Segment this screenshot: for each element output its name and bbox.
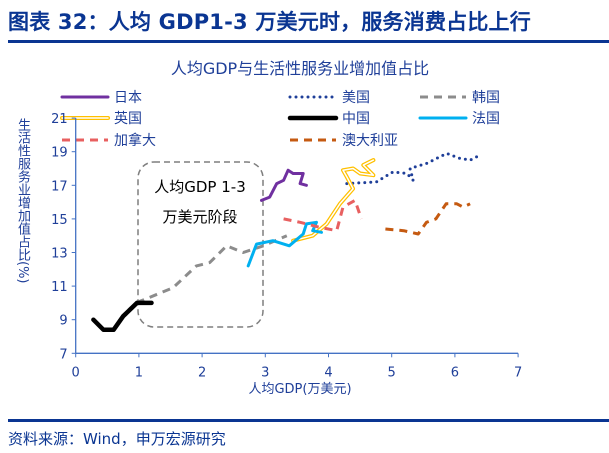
series-5 — [246, 220, 323, 268]
legend-label: 中国 — [342, 111, 370, 127]
series-1 — [345, 151, 482, 186]
x-tick-label: 7 — [514, 365, 522, 380]
footer-rule — [8, 419, 609, 422]
y-axis-label: 生活性服务业增加值占比(%) — [15, 118, 30, 284]
source-note: 资料来源：Wind，申万宏源研究 — [8, 430, 226, 448]
legend-item: 日本 — [60, 90, 142, 106]
legend-item: 美国 — [288, 90, 370, 106]
x-tick-label: 0 — [72, 365, 80, 380]
x-tick-label: 4 — [324, 365, 332, 380]
legend-item: 中国 — [287, 111, 370, 127]
series-6 — [283, 198, 363, 233]
y-tick-label: 21 — [51, 112, 68, 127]
x-tick-label: 3 — [261, 365, 269, 380]
legend-label: 美国 — [342, 90, 370, 106]
y-tick-label: 7 — [59, 347, 67, 362]
legend-label: 韩国 — [472, 90, 500, 106]
series-line — [125, 234, 288, 315]
series-3 — [291, 158, 376, 243]
series-4 — [91, 300, 154, 333]
legend-label: 英国 — [114, 110, 142, 127]
y-tick-label: 13 — [51, 247, 68, 262]
y-tick-label: 9 — [59, 314, 67, 329]
legend-label: 加拿大 — [114, 132, 156, 149]
annotation-box: 人均GDP 1-3 万美元阶段 — [137, 161, 264, 328]
series-line — [283, 198, 363, 233]
chart-title: 人均GDP与生活性服务业增加值占比 — [171, 59, 429, 78]
y-tick-label: 11 — [51, 280, 68, 295]
series-7 — [385, 202, 471, 236]
legend-item: 英国 — [60, 110, 142, 127]
y-tick-label: 15 — [51, 213, 68, 228]
legend-item: 澳大利亚 — [290, 133, 398, 149]
axes: 7 9 11 13 15 17 19 21 0 1 2 3 4 5 6 7 — [51, 112, 522, 380]
series-group — [91, 151, 482, 333]
series-line — [246, 220, 323, 268]
x-tick-label: 6 — [451, 365, 459, 380]
y-tick-label: 17 — [51, 179, 68, 194]
series-line — [345, 151, 482, 186]
series-line — [260, 168, 308, 202]
x-axis-label: 人均GDP(万美元) — [248, 382, 351, 397]
series-2 — [125, 234, 288, 315]
legend-item: 法国 — [418, 111, 500, 127]
legend-item: 加拿大 — [62, 132, 156, 149]
x-tick-label: 1 — [135, 365, 143, 380]
series-line — [385, 202, 471, 236]
annotation-line1: 人均GDP 1-3 — [154, 178, 246, 196]
legend-label: 法国 — [472, 111, 500, 127]
x-tick-label: 5 — [388, 365, 396, 380]
x-tick-label: 2 — [198, 365, 206, 380]
y-tick-label: 19 — [51, 146, 68, 161]
series-line-inner — [292, 159, 375, 242]
legend-label: 日本 — [114, 90, 142, 106]
annotation-line2: 万美元阶段 — [162, 208, 237, 226]
series-0 — [260, 168, 308, 202]
header-rule — [8, 40, 609, 43]
series-line — [91, 300, 154, 333]
legend-label: 澳大利亚 — [342, 133, 398, 149]
figure-title: 图表 32：人均 GDP1-3 万美元时，服务消费占比上行 — [8, 10, 531, 34]
legend-item: 韩国 — [420, 90, 500, 106]
